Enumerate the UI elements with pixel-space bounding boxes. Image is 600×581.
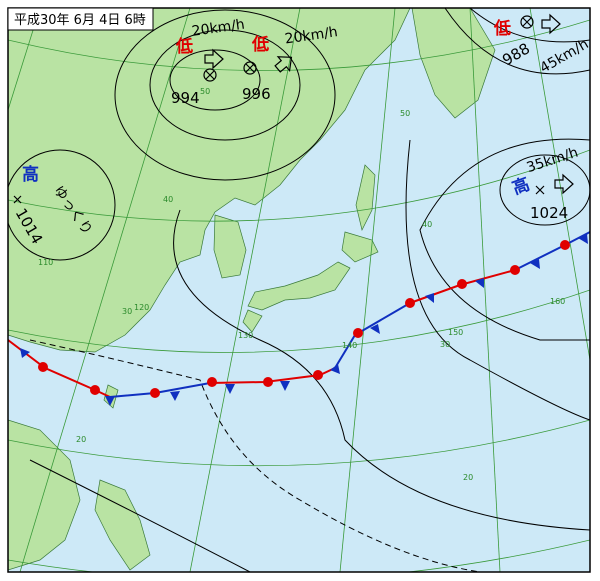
pressure: 1024	[530, 204, 568, 222]
grid-label: 30	[440, 340, 450, 349]
pressure: 996	[242, 85, 271, 103]
grid-label: 50	[200, 87, 210, 96]
graticule	[8, 8, 590, 572]
pressure: 994	[171, 89, 200, 107]
grid-labels: 50 50 40 40 110 120 130 140 150 160 30 3…	[38, 87, 565, 482]
land	[8, 8, 496, 571]
grid-label: 20	[76, 435, 86, 444]
isobars	[8, 8, 590, 572]
grid-label: 140	[342, 341, 357, 350]
grid-label: 50	[400, 109, 410, 118]
title-box	[7, 7, 154, 31]
speed: 20km/h	[284, 24, 339, 47]
grid-label: 120	[134, 303, 149, 312]
speed: 20km/h	[191, 17, 246, 40]
grid-label: 160	[550, 297, 565, 306]
grid-label: 40	[422, 220, 432, 229]
front	[8, 231, 590, 406]
grid-label: 150	[448, 328, 463, 337]
grid-label: 20	[463, 473, 473, 482]
high-mark: 高	[509, 173, 532, 199]
high-mark: 高	[22, 164, 39, 185]
frame	[7, 7, 591, 573]
low-mark: 低	[175, 36, 193, 57]
title: 平成30年 6月 4日 6時	[14, 13, 146, 28]
low-mark: 低	[493, 18, 511, 39]
grid-label: 40	[163, 195, 173, 204]
grid-label: 30	[122, 307, 132, 316]
low-mark: 低	[251, 34, 269, 55]
grid-label: 110	[38, 258, 53, 267]
grid-label: 130	[238, 331, 253, 340]
